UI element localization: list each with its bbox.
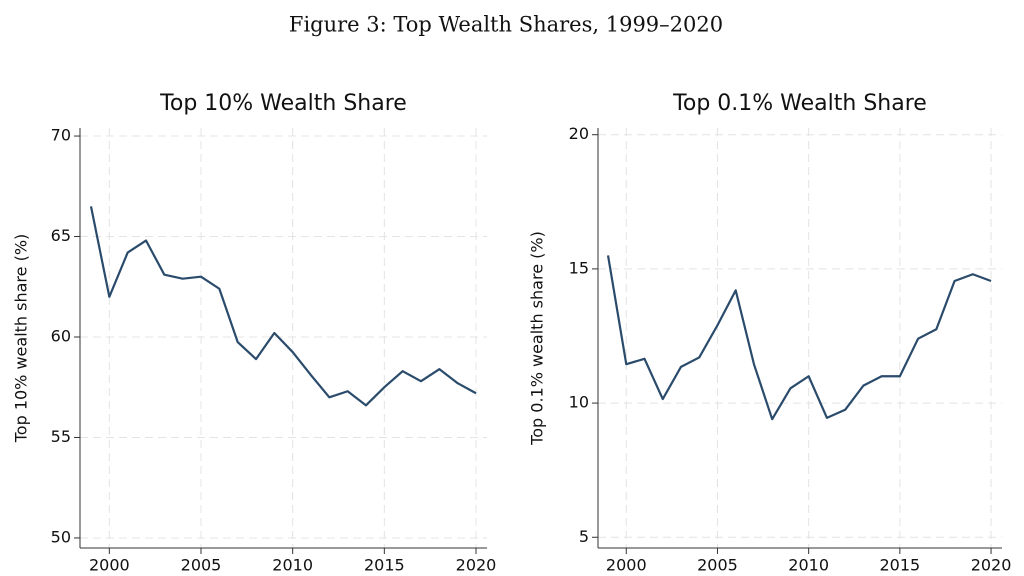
y-tick-label: 20 [569, 124, 589, 143]
x-tick-label: 2005 [697, 556, 738, 575]
x-tick-label: 2020 [456, 556, 497, 575]
y-axis-label: Top 10% wealth share (%) [12, 234, 31, 444]
y-tick-label: 55 [51, 427, 71, 446]
chart-title: Top 10% Wealth Share [159, 91, 407, 116]
data-line [89, 206, 477, 407]
y-tick-label: 65 [51, 226, 71, 245]
y-tick-label: 70 [51, 126, 71, 145]
x-tick-label: 2020 [971, 556, 1012, 575]
y-tick-label: 10 [569, 393, 589, 412]
y-tick-label: 15 [569, 258, 589, 277]
y-tick-label: 5 [579, 527, 589, 546]
y-tick-label: 60 [51, 326, 71, 345]
y-axis-label: Top 0.1% wealth share (%) [528, 231, 547, 446]
x-tick-label: 2000 [89, 556, 130, 575]
x-tick-label: 2010 [788, 556, 829, 575]
x-tick-label: 2015 [880, 556, 921, 575]
x-tick-label: 2015 [364, 556, 405, 575]
x-tick-label: 2010 [272, 556, 313, 575]
x-tick-label: 2005 [181, 556, 222, 575]
y-tick-label: 50 [51, 527, 71, 546]
chart-title: Top 0.1% Wealth Share [672, 91, 927, 116]
figure-title: Figure 3: Top Wealth Shares, 1999–2020 [289, 13, 723, 37]
data-line [606, 255, 992, 421]
x-tick-label: 2000 [606, 556, 647, 575]
